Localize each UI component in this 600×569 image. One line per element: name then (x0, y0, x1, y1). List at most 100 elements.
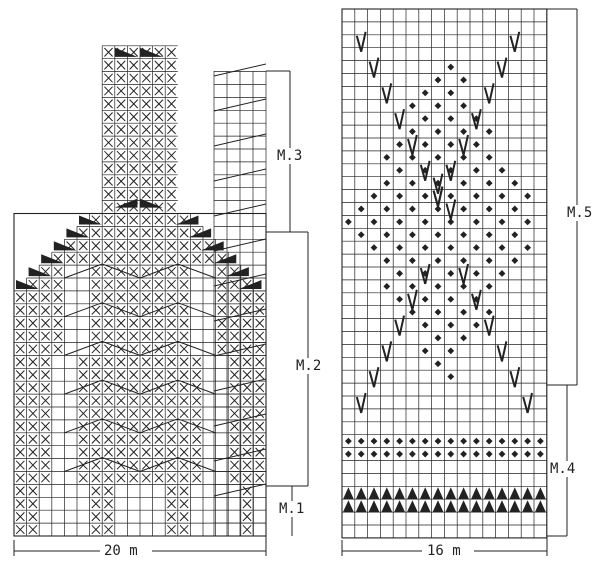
cross-stitch-symbol (28, 357, 38, 367)
diamond-dot-symbol (409, 231, 416, 239)
cross-stitch-symbol (104, 434, 113, 444)
cross-stitch-symbol (141, 460, 151, 470)
cross-stitch-symbol (116, 370, 126, 380)
cross-stitch-symbol (28, 486, 38, 496)
v-stitch-symbol (483, 315, 495, 336)
cross-stitch-symbol (141, 189, 151, 199)
v-stitch-symbol (509, 31, 521, 52)
diagonal-line-symbol (64, 457, 103, 472)
cross-stitch-symbol (129, 163, 139, 173)
diagonal-line-symbol (213, 343, 267, 357)
cross-stitch-symbol (141, 99, 151, 109)
cross-stitch-symbol (91, 305, 101, 315)
diamond-dot-symbol (345, 218, 352, 226)
diagonal-line-symbol (64, 302, 103, 318)
triangle-row-symbol (471, 487, 482, 500)
triangle-row-symbol (419, 500, 431, 513)
cross-stitch-symbol (141, 73, 151, 83)
triangle-row-symbol (522, 500, 533, 513)
triangle-row-symbol (535, 500, 546, 513)
diamond-dot-symbol (421, 450, 429, 458)
cross-stitch-symbol (104, 266, 113, 277)
cross-stitch-symbol (116, 112, 126, 122)
diamond-dot-symbol (498, 192, 506, 200)
diamond-dot-symbol (396, 192, 403, 200)
cross-stitch-symbol (15, 305, 25, 315)
diamond-dot-symbol (421, 437, 429, 445)
cross-stitch-symbol (192, 383, 202, 393)
diamond-dot-symbol (460, 334, 467, 342)
cross-stitch-symbol (129, 434, 139, 444)
cross-stitch-symbol (192, 408, 202, 419)
dark-triangle-symbol (140, 198, 163, 208)
v-stitch-symbol (355, 392, 367, 414)
cross-stitch-symbol (104, 318, 113, 328)
cross-stitch-symbol (242, 408, 252, 419)
cross-stitch-symbol (230, 331, 239, 341)
cross-stitch-symbol (129, 86, 139, 96)
cross-stitch-symbol (78, 370, 88, 380)
diamond-dot-symbol (537, 437, 544, 445)
diamond-dot-symbol (511, 231, 519, 239)
cross-stitch-symbol (104, 460, 113, 470)
diamond-dot-symbol (447, 450, 455, 458)
diamond-dot-symbol (447, 347, 455, 355)
cross-stitch-symbol (129, 189, 139, 199)
cross-stitch-symbol (116, 318, 126, 328)
cross-stitch-symbol (192, 473, 202, 483)
cross-stitch-symbol (141, 60, 151, 70)
dark-triangle-symbol (114, 47, 138, 57)
cross-stitch-symbol (192, 460, 202, 470)
diamond-dot-symbol (498, 450, 506, 458)
cross-stitch-symbol (129, 99, 139, 109)
cross-stitch-symbol (179, 266, 189, 277)
cross-stitch-symbol (91, 241, 101, 251)
diamond-dot-symbol (421, 244, 429, 252)
cross-stitch-symbol (167, 486, 176, 496)
left-chart-outline (13, 212, 267, 537)
cross-stitch-symbol (15, 331, 25, 341)
right-chart-grid (341, 8, 548, 539)
cross-stitch-symbol (53, 266, 63, 277)
cross-stitch-symbol (91, 228, 101, 238)
cross-stitch-symbol (154, 150, 164, 161)
diamond-dot-symbol (370, 437, 378, 445)
diagonal-line-symbol (213, 203, 267, 217)
cross-stitch-symbol (179, 241, 189, 251)
dark-triangle-symbol (41, 254, 64, 264)
cross-stitch-symbol (154, 434, 164, 444)
dark-triangle-symbol (28, 267, 52, 277)
v-stitch-symbol (368, 57, 380, 78)
cross-stitch-symbol (116, 305, 126, 315)
diamond-dot-symbol (434, 360, 442, 368)
cross-stitch-symbol (141, 473, 151, 483)
diamond-dot-symbol (434, 450, 442, 458)
cross-stitch-symbol (154, 176, 164, 186)
triangle-row-symbol (483, 500, 495, 513)
cross-stitch-symbol (242, 357, 252, 367)
cross-stitch-symbol (154, 279, 164, 290)
cross-stitch-symbol (41, 305, 50, 315)
cross-stitch-symbol (217, 318, 227, 328)
cross-stitch-symbol (104, 524, 113, 535)
cross-stitch-symbol (104, 241, 113, 251)
right-width-label: 16 m (425, 543, 463, 559)
cross-stitch-symbol (179, 434, 189, 444)
diagonal-line-symbol (177, 302, 216, 318)
cross-stitch-symbol (167, 395, 176, 406)
diamond-dot-symbol (447, 141, 455, 148)
cross-stitch-symbol (154, 163, 164, 173)
cross-stitch-symbol (242, 383, 252, 393)
dark-triangle-symbol (238, 280, 262, 290)
cross-stitch-symbol (141, 215, 151, 225)
cross-stitch-symbol (167, 408, 176, 419)
cross-stitch-symbol (15, 421, 25, 431)
cross-stitch-symbol (154, 357, 164, 367)
cross-stitch-symbol (41, 357, 50, 367)
v-stitch-symbol (432, 173, 444, 194)
diamond-dot-symbol (421, 218, 429, 226)
cross-stitch-symbol (28, 318, 38, 328)
cross-stitch-symbol (141, 447, 151, 457)
diamond-dot-symbol (396, 295, 403, 303)
m5-label: M.5 (565, 205, 595, 221)
